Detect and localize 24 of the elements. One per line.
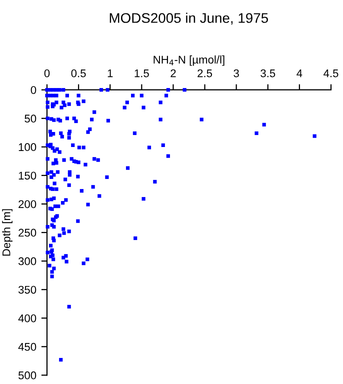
x-tick-label: 3 [234, 69, 239, 78]
x-tick-label: 2 [170, 69, 176, 78]
y-tick-label: 500 [18, 371, 36, 380]
x-tick-label: 0.5 [71, 69, 86, 78]
y-tick-label: 250 [18, 228, 36, 237]
y-tick-label: 0 [30, 86, 36, 94]
y-tick-label: 50 [24, 114, 36, 123]
x-tick-label: 4.5 [324, 69, 338, 78]
x-tick-label: 2.5 [198, 69, 212, 78]
y-tick-label: 100 [18, 143, 36, 152]
chart-title: MODS2005 in June, 1975 [110, 12, 268, 25]
x-tick-label: 3.5 [260, 69, 276, 78]
x-tick-label: 1.5 [134, 69, 149, 78]
y-tick-label: 300 [18, 257, 36, 266]
x-tick-label: 0 [44, 69, 50, 78]
x-tick-label: 4 [296, 69, 302, 78]
y-tick-label: 150 [18, 172, 36, 180]
y-axis-title: Depth [m] [2, 209, 12, 256]
y-tick-label: 400 [18, 314, 36, 322]
y-tick-label: 450 [18, 342, 36, 351]
y-tick-label: 200 [18, 200, 36, 208]
x-axis-title: NH$_{4}$-N [µmol/l] [154, 55, 224, 66]
x-tick-label: 1 [108, 69, 113, 78]
y-tick-label: 350 [18, 286, 36, 294]
